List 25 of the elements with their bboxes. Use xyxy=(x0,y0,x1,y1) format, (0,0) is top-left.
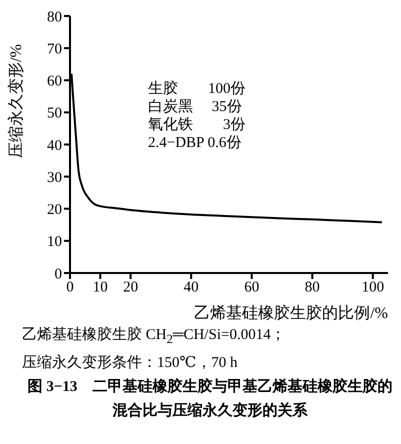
x-tick-label: 100 xyxy=(362,280,384,296)
x-tick-label: 80 xyxy=(304,280,320,296)
y-tick-label: 70 xyxy=(47,41,62,58)
x-tick-label: 40 xyxy=(184,280,199,296)
text: 乙烯基硅橡胶生胶 CH$_{2}$═CH/Si=0.0014； xyxy=(22,326,287,348)
y-axis-title: 压缩永久变形/% xyxy=(8,44,26,158)
y-tick-label: 10 xyxy=(47,234,62,250)
annotation: 2.4−DBP 0.6份 xyxy=(148,134,242,152)
y-tick-label: 80 xyxy=(47,9,62,26)
x-tick-label: 60 xyxy=(244,280,260,296)
x-axis-title: 乙烯基硅橡胶生胶的比例/% xyxy=(194,304,388,322)
x-tick-label: 0 xyxy=(66,280,74,296)
text: 压缩永久变形条件：150℃，70 h xyxy=(22,353,239,373)
y-tick-label: 60 xyxy=(47,74,62,90)
text: 图 3−13 二甲基硅橡胶生胶与甲基乙烯基硅橡胶生胶的混合比与压缩永久变形的关系 xyxy=(26,377,394,421)
y-tick-label: 50 xyxy=(47,106,62,122)
y-tick-label: 30 xyxy=(47,170,62,186)
x-tick-label: 20 xyxy=(123,280,138,296)
y-tick-label: 40 xyxy=(47,138,62,154)
annotation: 氧化铁 3份 xyxy=(148,116,246,134)
x-tick-label: 10 xyxy=(92,280,108,296)
y-tick-label: 20 xyxy=(47,202,62,218)
annotation: 生胶 100份 xyxy=(148,80,246,98)
annotation: 白炭黑 35份 xyxy=(148,98,243,116)
y-tick-label: 0 xyxy=(54,266,62,282)
